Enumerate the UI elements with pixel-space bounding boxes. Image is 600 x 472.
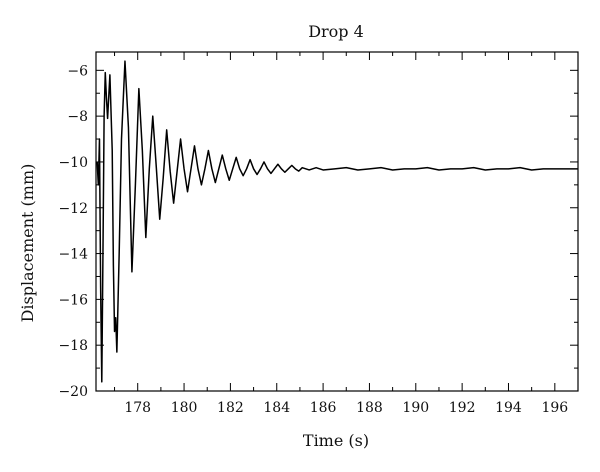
y-tick-label: −20 bbox=[58, 384, 88, 400]
x-axis-label: Time (s) bbox=[303, 431, 369, 450]
y-tick-label: −16 bbox=[58, 292, 88, 308]
y-tick-label: −18 bbox=[58, 338, 88, 354]
y-tick-label: −12 bbox=[58, 201, 88, 217]
plot-area: 178 180 182 184 186 188 190 192 194 196 −20 −18 −16… bbox=[58, 51, 579, 416]
x-tick-label: 192 bbox=[449, 400, 476, 416]
y-axis-label: Displacement (mm) bbox=[18, 164, 37, 323]
y-tick-label: −6 bbox=[67, 63, 88, 79]
y-tick-label: −14 bbox=[58, 247, 88, 263]
plot-frame bbox=[95, 51, 579, 392]
x-tick-label: 190 bbox=[402, 400, 429, 416]
x-tick-label: 186 bbox=[310, 400, 337, 416]
y-tick-label: −8 bbox=[67, 109, 88, 125]
x-tick-label: 184 bbox=[263, 400, 290, 416]
y-tick-label: −10 bbox=[58, 155, 88, 171]
x-tick-label: 188 bbox=[356, 400, 383, 416]
displacement-line bbox=[96, 60, 578, 383]
x-tick-label: 182 bbox=[217, 400, 244, 416]
x-tick-label: 196 bbox=[541, 400, 568, 416]
x-tick-label: 194 bbox=[495, 400, 522, 416]
chart-title: Drop 4 bbox=[308, 22, 364, 41]
x-tick-label: 180 bbox=[171, 400, 198, 416]
y-axis-ticks: −20 −18 −16 −14 −12 −10 −8 −6 bbox=[58, 63, 578, 400]
x-axis-ticks: 178 180 182 184 186 188 190 192 194 196 bbox=[114, 52, 579, 416]
x-tick-label: 178 bbox=[124, 400, 151, 416]
